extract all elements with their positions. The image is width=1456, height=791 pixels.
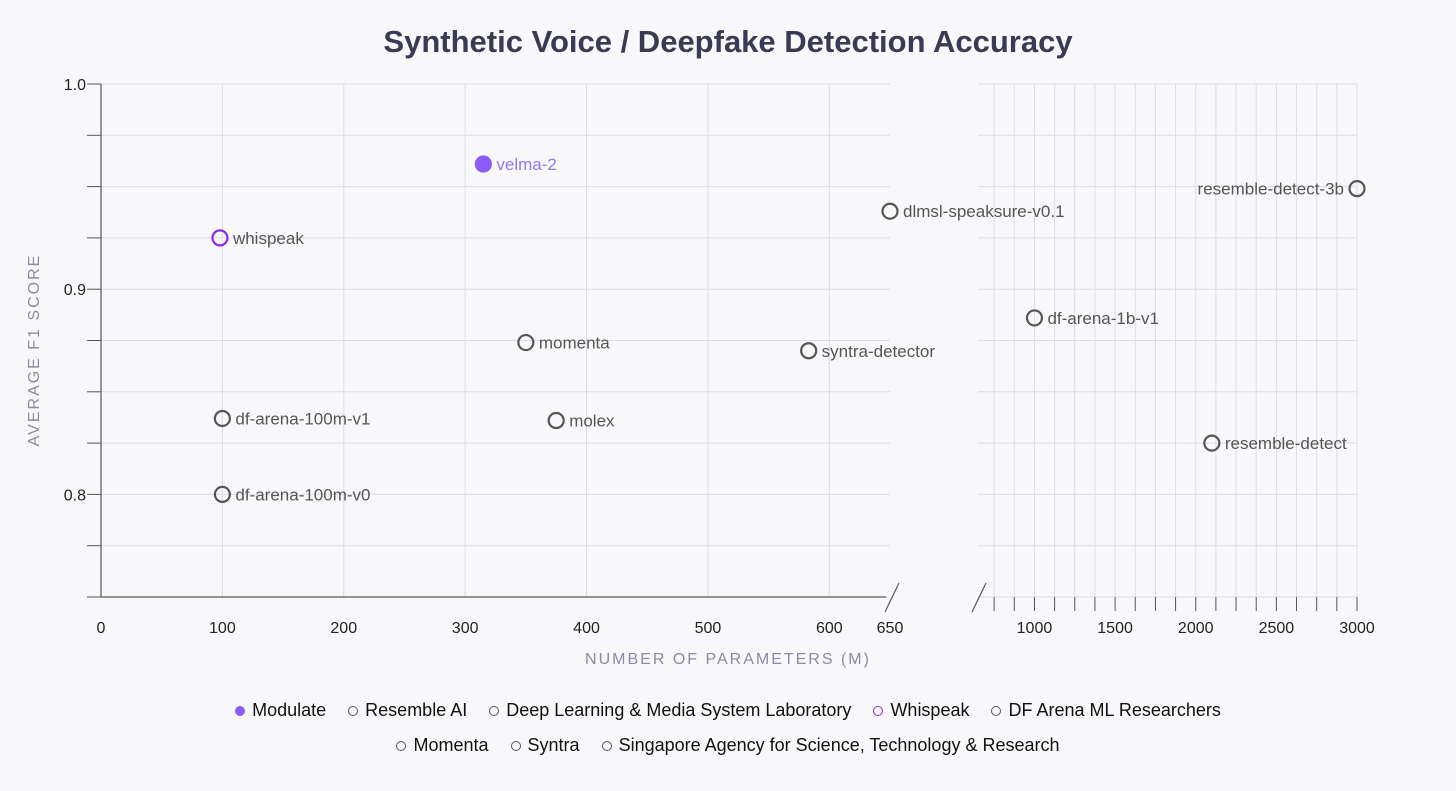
legend-item: Singapore Agency for Science, Technology…	[601, 735, 1060, 756]
legend-marker-icon	[510, 740, 521, 751]
scatter-chart: Synthetic Voice / Deepfake Detection Acc…	[26, 24, 1375, 668]
x-tick-label: 2000	[1178, 620, 1214, 637]
data-point-resemble-detect	[1203, 434, 1221, 452]
legend-marker-icon	[489, 705, 500, 716]
legend-item: Whispeak	[873, 700, 969, 721]
legend-label: Resemble AI	[365, 700, 468, 720]
legend-item: Deep Learning & Media System Laboratory	[489, 700, 851, 721]
legend-marker-icon	[348, 705, 359, 716]
data-point-whispeak	[211, 229, 229, 247]
data-label-syntra-detector: syntra-detector	[822, 342, 936, 361]
x-tick-label: 300	[452, 620, 479, 637]
y-tick-label: 1.0	[64, 77, 86, 94]
legend-marker-icon	[601, 740, 612, 751]
legend-row-1: Modulate Resemble AI Deep Learning & Media…	[0, 700, 1456, 721]
chart-title: Synthetic Voice / Deepfake Detection Acc…	[383, 24, 1073, 59]
y-axis-title: AVERAGE F1 SCORE	[26, 254, 43, 447]
legend-label: Deep Learning & Media System Laboratory	[506, 700, 852, 720]
legend-item: Modulate	[235, 700, 326, 721]
data-label-df-arena-100m-v0: df-arena-100m-v0	[235, 485, 370, 504]
x-tick-label: 3000	[1339, 620, 1375, 637]
x-tick-label: 600	[816, 620, 843, 637]
data-point-velma-2	[474, 155, 492, 173]
data-point-df-arena-1b-v1	[1025, 309, 1044, 327]
x-tick-label: 0	[97, 620, 106, 637]
legend-row-2: Momenta Syntra Singapore Agency for Scienc…	[0, 735, 1456, 756]
legend-marker-icon	[873, 705, 884, 716]
legend-label: Syntra	[527, 735, 580, 755]
data-label-df-arena-1b-v1: df-arena-1b-v1	[1047, 309, 1159, 328]
x-tick-label: 650	[877, 620, 904, 637]
data-point-resemble-detect-3b	[1348, 180, 1366, 198]
legend-item: Momenta	[396, 735, 489, 756]
x-axis-title: NUMBER OF PARAMETERS (M)	[585, 651, 871, 668]
legend-label: Momenta	[413, 735, 489, 755]
legend-marker-icon	[235, 705, 246, 716]
x-tick-label: 1500	[1097, 620, 1133, 637]
legend-label: Whispeak	[890, 700, 970, 720]
legend-marker-icon	[396, 740, 407, 751]
legend-item: Resemble AI	[348, 700, 467, 721]
data-label-whispeak: whispeak	[232, 229, 304, 248]
data-point-syntra-detector	[800, 342, 818, 360]
x-tick-label: 1000	[1017, 620, 1053, 637]
data-label-molex: molex	[569, 412, 615, 431]
legend-label: DF Arena ML Researchers	[1008, 700, 1221, 720]
data-point-df-arena-100m-v1	[213, 409, 231, 428]
data-point-molex	[547, 411, 565, 430]
axis-break-mark	[971, 582, 987, 613]
legend-marker-icon	[991, 705, 1002, 716]
data-point-momenta	[517, 333, 535, 352]
legend-label: Modulate	[252, 700, 327, 720]
legend-label: Singapore Agency for Science, Technology…	[618, 735, 1060, 755]
data-point-df-arena-100m-v0	[213, 485, 231, 503]
data-label-velma-2: velma-2	[496, 155, 556, 174]
y-tick-label: 0.9	[64, 282, 86, 299]
data-label-dlmsl-speaksure-v0.1: dlmsl-speaksure-v0.1	[903, 202, 1065, 221]
legend-item: Syntra	[510, 735, 580, 756]
x-tick-label: 200	[330, 620, 357, 637]
data-label-resemble-detect: resemble-detect	[1225, 434, 1347, 453]
data-label-df-arena-100m-v1: df-arena-100m-v1	[235, 409, 370, 428]
data-label-resemble-detect-3b: resemble-detect-3b	[1198, 180, 1344, 199]
x-tick-label: 2500	[1259, 620, 1295, 637]
y-tick-label: 0.8	[64, 487, 86, 504]
legend-item: DF Arena ML Researchers	[991, 700, 1221, 721]
x-tick-label: 500	[695, 620, 722, 637]
x-tick-label: 400	[573, 620, 600, 637]
data-point-dlmsl-speaksure-v0.1	[881, 202, 899, 220]
data-label-momenta: momenta	[539, 334, 610, 353]
axis-break-mark	[884, 582, 900, 613]
x-tick-label: 100	[209, 620, 236, 637]
